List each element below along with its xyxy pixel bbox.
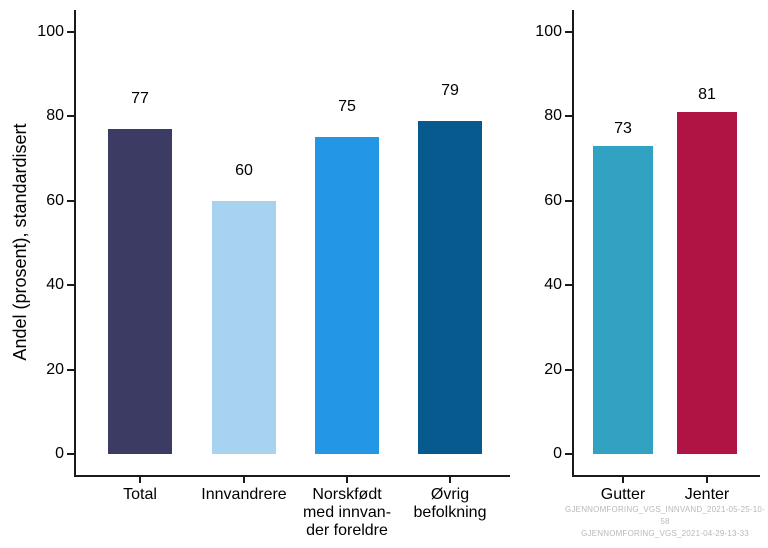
panel-left-y-tick — [67, 31, 74, 33]
panel-right-y-axis-line — [572, 10, 574, 477]
panel-left-x-tick — [139, 477, 141, 483]
panel-left-bar-value-4: 79 — [441, 82, 459, 99]
panel-left-x-tick — [449, 477, 451, 483]
panel-left-y-axis-line — [74, 10, 76, 477]
panel-right-y-tick-label: 100 — [535, 23, 562, 40]
panel-left-x-tick-label: Norskfødt med innvan- der foreldre — [302, 486, 392, 539]
panel-left-y-tick-label: 60 — [46, 191, 64, 209]
panel-left-y-tick-label: 40 — [46, 276, 64, 294]
panel-right-y-tick — [565, 368, 572, 371]
panel-right-y-tick — [565, 115, 572, 118]
panel-left-x-tick — [346, 477, 348, 483]
panel-right-bar-value-1: 73 — [614, 120, 632, 137]
panel-right-x-tick-label: Gutter — [600, 486, 646, 503]
panel-right-y-tick-label: 40 — [544, 276, 562, 294]
panel-right-x-tick-label: Jenter — [684, 486, 730, 503]
panel-left-x-tick-label: Innvandrere — [201, 486, 287, 503]
panel-left-y-tick — [67, 199, 74, 202]
panel-right-y-tick-label: 20 — [544, 360, 562, 378]
panel-left-x-tick — [243, 477, 245, 483]
panel-left-y-tick-label: 80 — [46, 107, 64, 125]
panel-right-bar-value-2: 81 — [698, 86, 716, 103]
panel-left-x-tick-label: Total — [123, 486, 157, 503]
panel-right-y-tick-label: 60 — [544, 191, 562, 209]
y-axis-title: Andel (prosent), standardisert — [10, 123, 30, 361]
watermark: GJENNOMFORING_VGS_INNVAND_2021-05-25-10-… — [562, 504, 768, 540]
panel-right-y-tick — [565, 31, 572, 33]
panel-left-y-tick-label: 0 — [55, 445, 64, 462]
panel-left-bar-value-3: 75 — [338, 98, 356, 115]
panel-right-bar-2 — [677, 112, 737, 454]
panel-right-bar-1 — [593, 146, 653, 454]
panel-right-y-tick — [565, 453, 572, 455]
panel-right-x-tick — [622, 477, 624, 483]
panel-left-y-tick — [67, 115, 74, 118]
panel-left-bar-2 — [212, 201, 276, 454]
panel-right-y-tick — [565, 284, 572, 287]
panel-left-y-tick — [67, 453, 74, 455]
panel-right-y-tick — [565, 199, 572, 202]
panel-left-bar-1 — [108, 129, 172, 454]
panel-left-y-tick-label: 20 — [46, 360, 64, 378]
panel-left-bar-value-2: 60 — [235, 162, 253, 179]
panel-left-bar-3 — [315, 137, 379, 454]
panel-left-bar-value-1: 77 — [131, 90, 149, 107]
watermark-line-1: GJENNOMFORING_VGS_INNVAND_2021-05-25-10-… — [565, 505, 765, 526]
panel-left-y-tick — [67, 284, 74, 287]
panel-right-y-tick-label: 80 — [544, 107, 562, 125]
panel-left-y-tick — [67, 368, 74, 371]
panel-right-y-tick-label: 0 — [553, 445, 562, 462]
panel-left-y-tick-label: 100 — [37, 23, 64, 40]
panel-right-x-axis-line — [572, 475, 760, 477]
panel-right-x-tick — [706, 477, 708, 483]
panel-left-x-tick-label: Øvrig befolkning — [413, 486, 487, 521]
panel-left-bar-4 — [418, 121, 482, 454]
panel-left-x-axis-line — [74, 475, 510, 477]
watermark-line-2: GJENNOMFORING_VGS_2021-04-29-13-33 — [581, 529, 749, 538]
